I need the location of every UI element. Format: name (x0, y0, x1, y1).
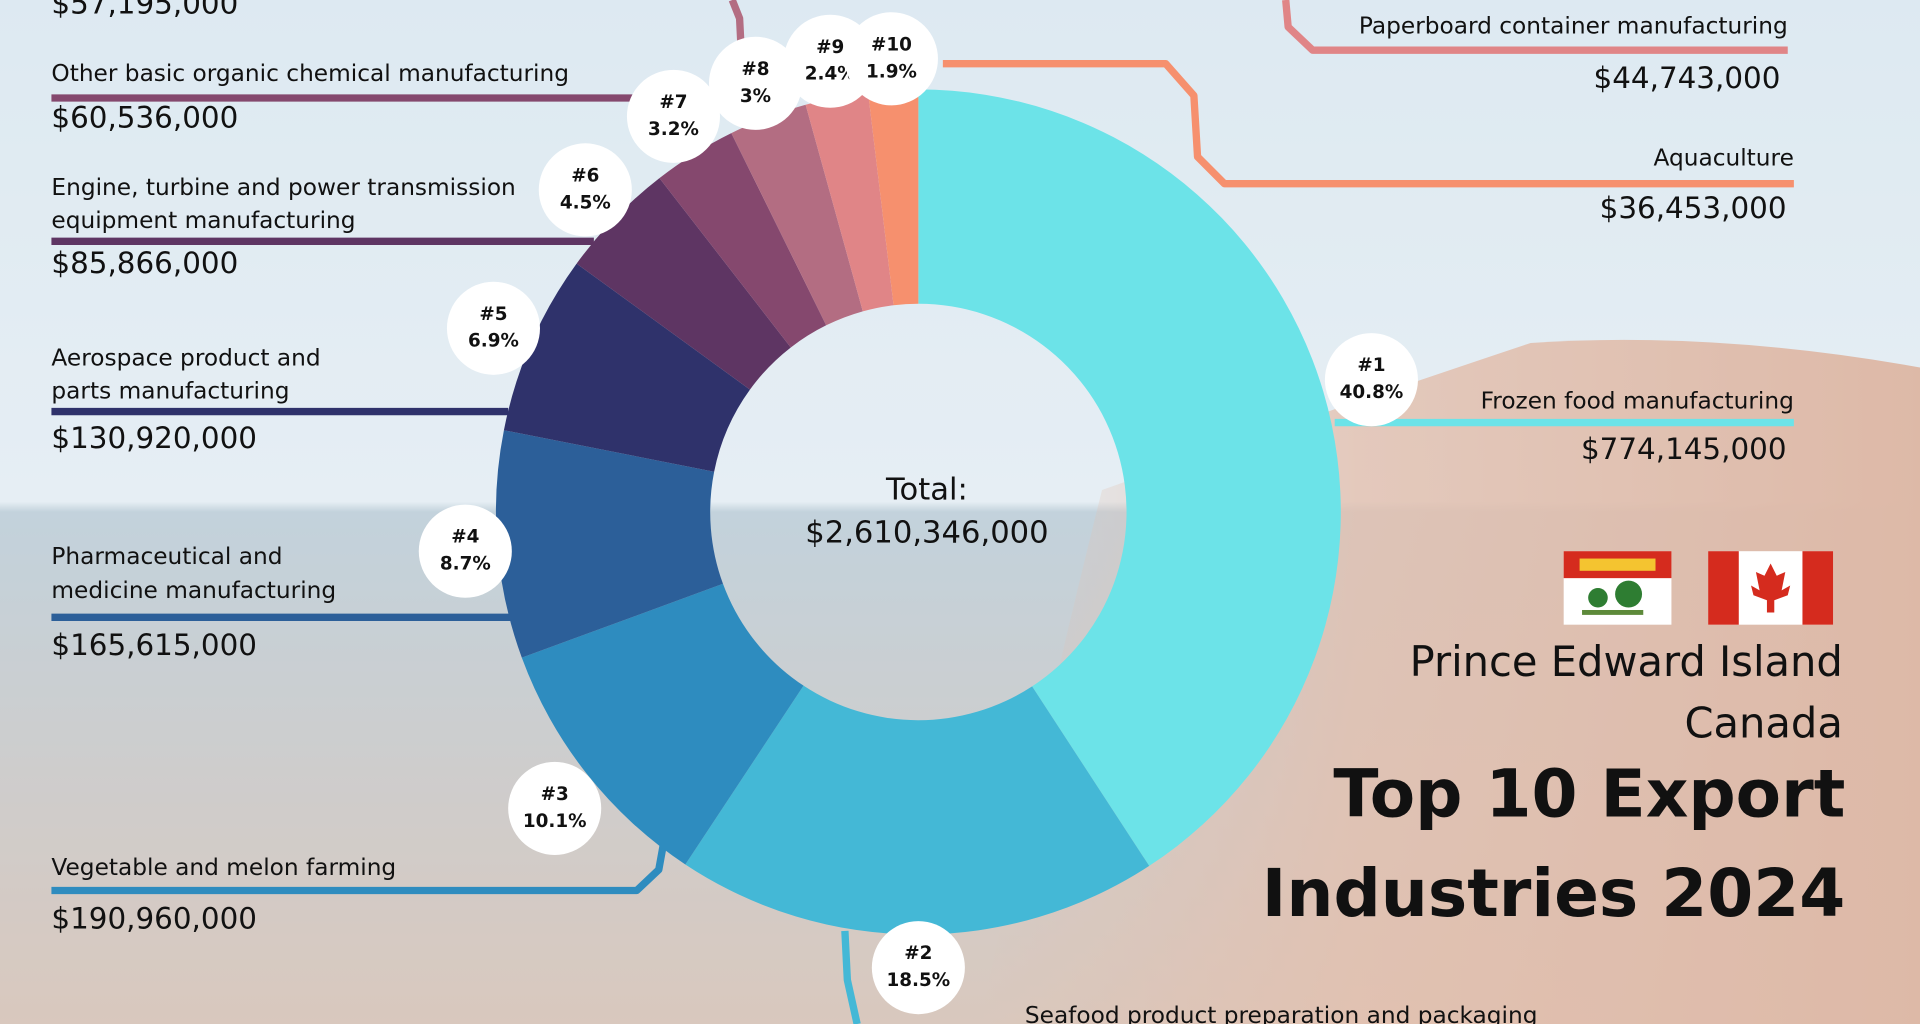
maple-leaf (1751, 563, 1791, 613)
badge (626, 69, 720, 163)
badge (508, 761, 602, 855)
flag-tree (1615, 580, 1643, 608)
chart-title: Industries 2024 (1262, 855, 1846, 932)
slice (685, 685, 1150, 935)
category-label: Vegetable and melon farming (51, 854, 396, 881)
value-label: 4.5% (560, 192, 611, 213)
slice (731, 104, 863, 326)
value-label: 3% (740, 86, 771, 107)
amount-label: $60,536,000 (51, 100, 238, 134)
slice (918, 89, 1341, 866)
leader-line (942, 60, 1794, 188)
leader-line (51, 842, 668, 895)
rank-label: #10 (871, 34, 912, 55)
chart-title: Top 10 Export (1333, 756, 1845, 833)
value-label: 10.1% (523, 811, 587, 832)
badge (1324, 333, 1418, 427)
rank-label: #1 (1357, 355, 1385, 376)
slice (576, 178, 791, 390)
rank-label: #3 (541, 784, 569, 805)
slice (659, 133, 827, 348)
slice (868, 89, 919, 306)
flag-ground (1582, 609, 1644, 615)
flag-lion (1579, 558, 1656, 571)
category-label: Paperboard container manufacturing (1359, 12, 1788, 39)
rank-label: #9 (816, 37, 844, 58)
slice (521, 583, 804, 865)
slice (805, 92, 894, 312)
category-label: Aerospace product and (51, 344, 320, 371)
leader-line (841, 930, 861, 1024)
rank-label: #2 (904, 943, 932, 964)
badge (446, 281, 540, 375)
amount-label: $57,195,000 (51, 0, 238, 20)
amount-label: $44,743,000 (1594, 61, 1781, 95)
category-label: Other basic organic chemical manufacturi… (51, 60, 569, 87)
slice (495, 430, 723, 658)
leader-line (728, 0, 745, 44)
total-label: $2,610,346,000 (805, 516, 1048, 551)
category-label: medicine manufacturing (51, 577, 336, 604)
badge (538, 143, 632, 237)
amount-label: $190,960,000 (51, 901, 257, 935)
category-label: Frozen food manufacturing (1481, 387, 1794, 414)
value-label: 6.9% (468, 331, 519, 352)
rank-label: #7 (659, 92, 687, 113)
rank-label: #4 (451, 527, 479, 548)
category-label: Aquaculture (1653, 145, 1793, 172)
value-label: 18.5% (887, 970, 951, 991)
center-label: Total: (885, 473, 968, 508)
badge (871, 921, 965, 1015)
value-label: 2.4% (805, 64, 856, 85)
badge (844, 12, 938, 106)
category-label: parts manufacturing (51, 377, 289, 404)
flag-tree (1588, 587, 1608, 608)
amount-label: $165,615,000 (51, 628, 257, 662)
value-label: 3.2% (648, 119, 699, 140)
badge (418, 504, 512, 598)
category-label: equipment manufacturing (51, 207, 355, 234)
pei-flag (1563, 551, 1672, 625)
rank-label: #5 (479, 304, 507, 325)
flag-band (1708, 551, 1739, 625)
amount-label: $36,453,000 (1600, 191, 1787, 225)
category-label: Engine, turbine and power transmission (51, 174, 515, 201)
value-label: 8.7% (440, 554, 491, 575)
amount-label: $85,866,000 (51, 246, 238, 280)
rank-label: #8 (741, 59, 769, 80)
leader-line (1282, 0, 1788, 54)
location: Canada (1684, 698, 1842, 747)
slice (503, 263, 750, 472)
category-label: Seafood product preparation and packagin… (1025, 1002, 1538, 1024)
flag-band (1802, 551, 1834, 625)
value-label: 1.9% (866, 61, 917, 82)
badge (708, 36, 803, 130)
location: Prince Edward Island (1410, 637, 1843, 686)
rank-label: #6 (571, 165, 599, 186)
amount-label: $130,920,000 (51, 421, 257, 455)
canada-flag (1708, 551, 1834, 625)
amount-label: $774,145,000 (1581, 432, 1787, 466)
category-label: Pharmaceutical and (51, 543, 282, 570)
value-label: 40.8% (1340, 382, 1404, 403)
